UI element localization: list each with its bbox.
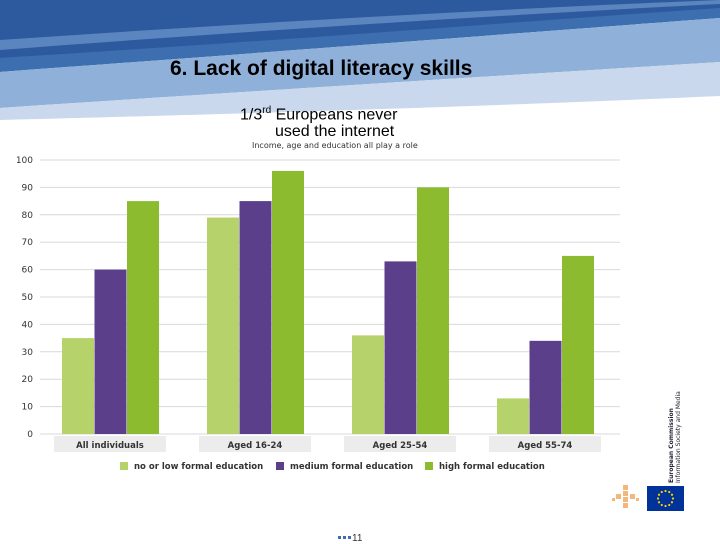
- legend-label: medium formal education: [290, 462, 413, 472]
- subtitle-prefix: 1/3: [240, 106, 263, 124]
- y-tick-labels: 0 10 20 30 40 50 60 70 80 90 100: [16, 156, 33, 440]
- slide-subtitle: 1/3rd Europeans never used the internet: [240, 102, 440, 140]
- flag-star: [657, 493, 661, 496]
- ec-logo-text: European Commission Information Society …: [660, 378, 682, 483]
- legend-label: high formal education: [439, 462, 545, 472]
- page-number: 11: [352, 533, 363, 544]
- bar-0-2: [127, 201, 159, 434]
- bar-2-0: [352, 335, 384, 434]
- y-tick-label: 20: [22, 375, 34, 385]
- flag-star: [671, 497, 675, 500]
- eu-flag-icon: [647, 486, 684, 511]
- legend-label: no or low formal education: [134, 462, 263, 472]
- flag-star: [670, 493, 674, 496]
- category-band: [54, 436, 166, 452]
- y-tick-label: 100: [16, 156, 33, 166]
- category-band: [344, 436, 456, 452]
- flag-star: [668, 503, 671, 507]
- bars: [62, 170, 594, 434]
- y-tick-label: 10: [22, 403, 34, 413]
- bar-0-1: [94, 269, 127, 434]
- bar-3-2: [562, 255, 594, 434]
- y-tick-label: 30: [22, 348, 34, 358]
- category-label: Aged 16-24: [228, 441, 283, 451]
- flag-star: [668, 490, 671, 494]
- category-labels: All individuals Aged 16-24 Aged 25-54 Aged …: [54, 436, 601, 452]
- category-label: Aged 55-74: [518, 441, 573, 451]
- y-tick-label: 60: [22, 266, 34, 276]
- flag-star: [664, 504, 667, 508]
- subtitle-superscript: rd: [262, 105, 272, 116]
- legend-swatch: [276, 462, 284, 470]
- chart-note: Income, age and education all play a rol…: [252, 141, 418, 150]
- flag-star: [670, 501, 674, 504]
- header-band: [0, 0, 720, 120]
- legend: no or low formal education medium formal …: [120, 462, 545, 472]
- legend-swatch: [425, 462, 433, 470]
- bar-chart: 0 10 20 30 40 50 60 70 80 90 100 All individuals Ag…: [16, 156, 620, 472]
- ec-dg: Information Society and Media: [675, 391, 682, 483]
- ec-name: European Commission: [668, 408, 675, 483]
- subtitle-line2: used the internet: [275, 123, 395, 141]
- page-marker: [338, 536, 351, 539]
- y-tick-label: 40: [22, 320, 34, 330]
- bar-3-0: [497, 398, 529, 434]
- bar-1-0: [207, 217, 239, 434]
- bar-1-2: [272, 170, 304, 434]
- category-label: Aged 25-54: [373, 441, 428, 451]
- slide-title: 6. Lack of digital literacy skills: [170, 57, 473, 80]
- bar-2-1: [384, 261, 417, 434]
- y-tick-label: 90: [22, 183, 34, 193]
- bar-0-0: [62, 338, 94, 434]
- category-band: [489, 436, 601, 452]
- flag-star: [664, 489, 667, 493]
- y-tick-label: 50: [22, 293, 34, 303]
- flag-star: [660, 503, 663, 507]
- flag-star: [660, 490, 663, 494]
- category-band: [199, 436, 311, 452]
- subtitle-rest: Europeans never: [271, 106, 398, 124]
- flag-star: [656, 497, 660, 500]
- y-tick-label: 80: [22, 211, 34, 221]
- category-label: All individuals: [76, 441, 144, 451]
- bar-2-2: [417, 187, 449, 434]
- y-tick-label: 0: [27, 430, 33, 440]
- bar-1-1: [239, 201, 272, 434]
- flag-star: [657, 501, 661, 504]
- bar-3-1: [529, 340, 562, 434]
- y-tick-label: 70: [22, 238, 34, 248]
- legend-swatch: [120, 462, 128, 470]
- infso-cross-logo: [612, 485, 639, 508]
